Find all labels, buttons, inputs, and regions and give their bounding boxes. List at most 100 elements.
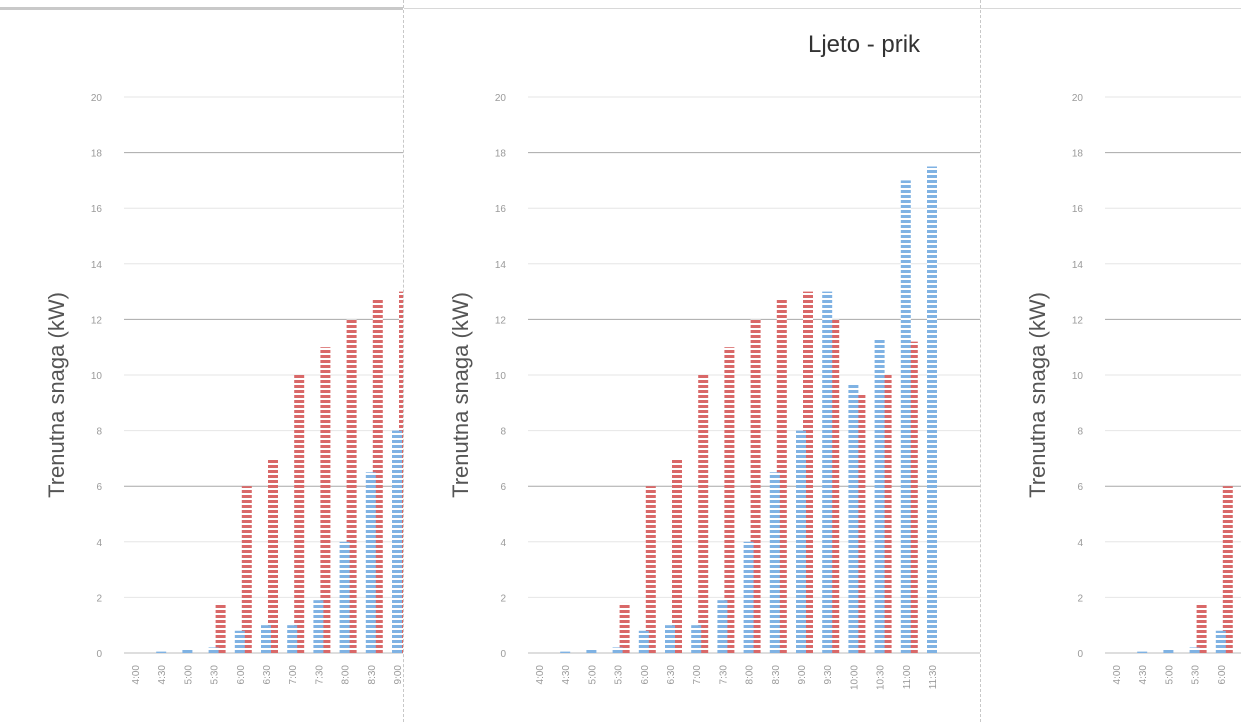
- x-tick-label: 7:30: [718, 665, 729, 685]
- y-tick-label: 4: [96, 538, 102, 549]
- bar-series-b: [241, 486, 252, 653]
- x-tick-label: 4:00: [1112, 665, 1123, 685]
- x-tick-label: 9:00: [393, 665, 403, 685]
- y-tick-label: 12: [1072, 315, 1084, 326]
- bar-series-a: [287, 625, 298, 653]
- x-tick-label: 4:30: [1138, 665, 1149, 685]
- x-tick-label: 5:00: [183, 665, 194, 685]
- y-tick-label: 12: [91, 315, 103, 326]
- y-axis-label: Trenutna snaga (kW): [1025, 292, 1050, 498]
- bar-series-a: [156, 651, 167, 653]
- chart-left-svg: 0 2 4 6 8 10 12 14 16 18 20 Trenutna snaga (kW) 4:00…: [44, 93, 403, 685]
- x-tick-label: 4:30: [561, 665, 572, 685]
- chart-right-svg: 0 2 4 6 8 10 12 14 16 18 20 Trenutna snaga (kW) 4:00…: [1025, 93, 1241, 685]
- x-tick-label: 5:30: [210, 665, 221, 685]
- x-tick-label: 7:00: [288, 665, 299, 685]
- bar-series-a: [927, 166, 937, 653]
- x-tick-label: 8:30: [771, 665, 782, 685]
- bar-series-b: [698, 375, 709, 653]
- y-tick-label: 0: [96, 649, 102, 660]
- y-tick-label: 14: [91, 260, 103, 271]
- y-tick-label: 10: [91, 371, 103, 382]
- bar-series-b: [672, 458, 682, 653]
- top-border-right: [404, 8, 1241, 9]
- bar-series-a: [1189, 647, 1200, 653]
- bar-series-b: [645, 486, 656, 653]
- y-tick-label: 18: [91, 149, 103, 160]
- bar-series-a: [392, 430, 402, 653]
- x-tick-label: 8:00: [745, 665, 756, 685]
- bar-series-a: [822, 291, 833, 653]
- x-tick-label: 6:30: [262, 665, 273, 685]
- chart-panel-right: 0 2 4 6 8 10 12 14 16 18 20 Trenutna snaga (kW) 4:00…: [981, 0, 1241, 722]
- bar-series-a: [1163, 648, 1174, 653]
- y-tick-label: 4: [1077, 538, 1083, 549]
- x-tick-label: 8:00: [341, 665, 352, 685]
- bar-series-b: [907, 341, 918, 653]
- bar-series-a: [1215, 630, 1226, 653]
- bar-series-a: [612, 647, 623, 653]
- y-tick-label: 2: [96, 593, 102, 604]
- bar-series-a: [691, 625, 702, 653]
- x-tick-label: 11:00: [902, 665, 913, 690]
- y-tick-label: 8: [96, 427, 102, 438]
- bar-series-b: [855, 394, 866, 653]
- bar-series-a: [586, 648, 597, 653]
- bar-series-b: [1222, 486, 1233, 653]
- y-tick-label: 16: [495, 204, 507, 215]
- y-tick-label: 20: [495, 93, 507, 104]
- x-tick-label: 6:00: [1217, 665, 1228, 685]
- bar-series-b: [724, 347, 735, 653]
- bar-series-a: [208, 647, 219, 653]
- y-tick-label: 10: [495, 371, 507, 382]
- x-tick-label: 6:00: [640, 665, 651, 685]
- y-tick-label: 4: [500, 538, 506, 549]
- bar-series-b: [750, 319, 761, 653]
- bar-series-a: [365, 472, 376, 653]
- y-tick-label: 8: [500, 427, 506, 438]
- y-tick-label: 6: [500, 482, 506, 493]
- bar-series-a: [313, 600, 324, 653]
- x-tick-label: 4:30: [157, 665, 168, 685]
- bar-series-b: [619, 602, 630, 653]
- bar-series-a: [848, 383, 859, 653]
- x-tick-label: 8:30: [367, 665, 378, 685]
- bar-series-b: [215, 602, 226, 653]
- y-tick-label: 10: [1072, 371, 1084, 382]
- panel-divider: [980, 0, 981, 722]
- x-tick-label: 9:00: [797, 665, 808, 685]
- y-tick-label: 18: [495, 149, 507, 160]
- y-tick-label: 0: [500, 649, 506, 660]
- top-border: [0, 7, 403, 10]
- x-tick-label: 9:30: [823, 665, 834, 685]
- x-tick-label: 10:30: [876, 665, 887, 690]
- bar-series-b: [1196, 602, 1207, 653]
- y-tick-label: 2: [500, 593, 506, 604]
- y-tick-label: 20: [1072, 93, 1084, 104]
- y-tick-label: 16: [91, 204, 103, 215]
- bar-series-a: [182, 648, 193, 653]
- panel-divider: [403, 0, 404, 722]
- bar-series-b: [776, 299, 787, 653]
- x-tick-label: 5:30: [1191, 665, 1202, 685]
- bar-series-a: [900, 180, 911, 653]
- chart-panel-left: 0 2 4 6 8 10 12 14 16 18 20 Trenutna snaga (kW) 4:00…: [0, 0, 403, 722]
- x-tick-label: 6:30: [666, 665, 677, 685]
- bar-series-b: [346, 319, 357, 653]
- bar-series-a: [1137, 651, 1148, 653]
- bar-series-b: [320, 347, 331, 653]
- y-tick-label: 14: [495, 260, 507, 271]
- y-axis-label: Trenutna snaga (kW): [448, 292, 473, 498]
- bar-series-b: [268, 458, 278, 653]
- bar-series-a: [638, 630, 649, 653]
- bar-series-b: [803, 291, 813, 653]
- y-tick-label: 14: [1072, 260, 1084, 271]
- x-tick-label: 6:00: [236, 665, 247, 685]
- y-tick-label: 6: [1077, 482, 1083, 493]
- y-tick-label: 16: [1072, 204, 1084, 215]
- bar-series-a: [234, 630, 245, 653]
- bar-series-a: [874, 338, 885, 653]
- bar-series-a: [560, 651, 571, 653]
- x-tick-label: 5:00: [1164, 665, 1175, 685]
- bar-series-a: [769, 472, 780, 653]
